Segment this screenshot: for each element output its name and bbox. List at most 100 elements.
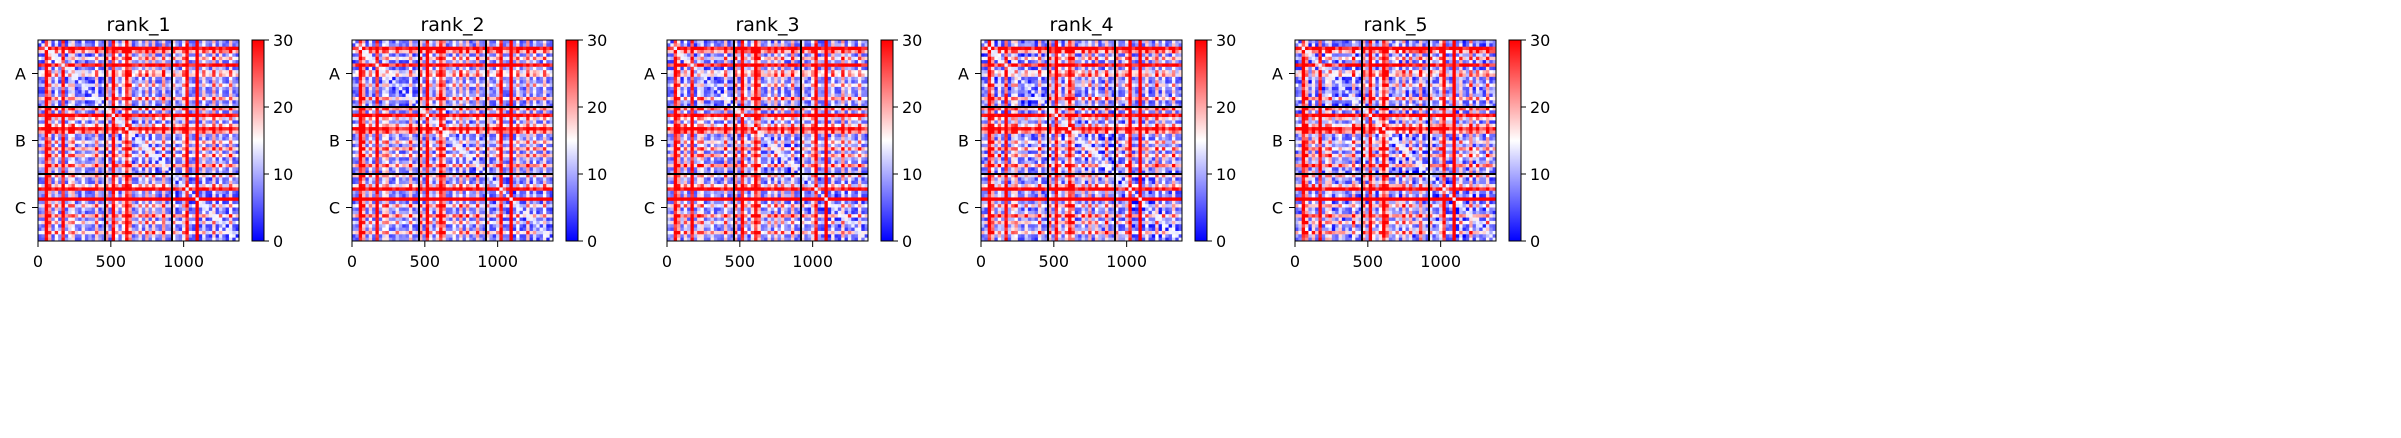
heatmap-cell — [202, 96, 206, 101]
heatmap-cell — [121, 60, 126, 64]
heatmap-cell — [482, 80, 487, 84]
heatmap-cell — [445, 103, 450, 108]
heatmap-cell — [98, 80, 103, 84]
heatmap-cell — [145, 184, 149, 188]
heatmap-cell — [111, 143, 116, 148]
heatmap-cell — [141, 86, 146, 91]
heatmap-cell — [48, 107, 52, 111]
heatmap-cell — [115, 127, 119, 131]
heatmap-cell — [151, 46, 156, 51]
heatmap-cell — [121, 86, 126, 91]
heatmap-cell — [145, 230, 149, 235]
heatmap-cell — [452, 60, 457, 64]
heatmap-cell — [452, 93, 457, 98]
heatmap-cell — [395, 70, 400, 74]
heatmap-cell — [148, 60, 153, 64]
heatmap-cell — [41, 93, 46, 98]
heatmap-cell — [195, 93, 200, 98]
heatmap-cell — [38, 204, 42, 208]
heatmap-cell — [509, 70, 514, 74]
heatmap-cell — [475, 56, 480, 61]
heatmap-cell — [101, 140, 106, 145]
heatmap-cell — [138, 110, 143, 115]
heatmap-cell — [182, 103, 186, 108]
heatmap-cell — [118, 86, 123, 91]
heatmap-cell — [212, 43, 216, 48]
heatmap-cell — [91, 224, 96, 228]
heatmap-cell — [522, 46, 527, 51]
heatmap-cell — [111, 214, 116, 218]
heatmap-cell — [91, 214, 96, 218]
heatmap-cell — [455, 86, 460, 91]
heatmap-cell — [475, 53, 480, 58]
heatmap-cell — [215, 207, 220, 212]
heatmap-cell — [365, 93, 370, 98]
heatmap-cell — [98, 237, 103, 242]
heatmap-cell — [472, 53, 477, 58]
heatmap-cell — [101, 230, 106, 235]
heatmap-cell — [141, 137, 146, 141]
heatmap-cell — [182, 160, 186, 165]
heatmap-cell — [165, 150, 170, 155]
heatmap-cell — [74, 237, 79, 242]
heatmap-cell — [151, 117, 156, 121]
heatmap-cell — [489, 100, 494, 105]
heatmap-cell — [125, 237, 129, 242]
heatmap-cell — [519, 70, 524, 74]
heatmap-cell — [84, 110, 89, 115]
heatmap-cell — [81, 227, 86, 232]
heatmap-cell — [105, 210, 109, 215]
heatmap-cell — [108, 133, 113, 138]
heatmap-cell — [71, 117, 76, 121]
heatmap-cell — [429, 93, 433, 98]
heatmap-cell — [48, 117, 52, 121]
heatmap-cell — [161, 160, 166, 165]
heatmap-cell — [78, 80, 82, 84]
heatmap-cell — [522, 90, 527, 94]
heatmap-cell — [101, 204, 106, 208]
heatmap-cell — [128, 210, 133, 215]
heatmap-cell — [118, 83, 123, 88]
heatmap-cell — [148, 207, 153, 212]
heatmap-cell — [158, 107, 163, 111]
heatmap-cell — [71, 197, 76, 202]
heatmap-cell — [131, 107, 136, 111]
heatmap-cell — [84, 167, 89, 172]
heatmap-cell — [198, 100, 203, 105]
heatmap-cell — [512, 96, 517, 101]
heatmap-cell — [94, 103, 99, 108]
heatmap-cell — [182, 227, 186, 232]
heatmap-cell — [222, 46, 226, 51]
heatmap-cell — [98, 150, 103, 155]
heatmap-cell — [84, 56, 89, 61]
heatmap-cell — [175, 46, 180, 51]
heatmap-cell — [81, 50, 86, 54]
colorbar-tick-label: 30 — [273, 31, 293, 50]
heatmap-cell — [398, 53, 403, 58]
heatmap-cell — [482, 103, 487, 108]
heatmap-cell — [408, 63, 413, 68]
heatmap-cell — [188, 113, 193, 118]
heatmap-cell — [402, 110, 406, 115]
heatmap-cell — [202, 177, 206, 182]
heatmap-cell — [111, 120, 116, 125]
heatmap-cell — [469, 107, 473, 111]
heatmap-cell — [208, 43, 213, 48]
heatmap-cell — [208, 140, 213, 145]
heatmap-cell — [175, 133, 180, 138]
heatmap-cell — [135, 230, 139, 235]
heatmap-cell — [439, 56, 443, 61]
heatmap-cell — [192, 133, 196, 138]
heatmap-cell — [215, 76, 220, 81]
heatmap-cell — [131, 120, 136, 125]
heatmap-cell — [522, 40, 527, 44]
heatmap-cell — [402, 70, 406, 74]
heatmap-cell — [429, 86, 433, 91]
heatmap-cell — [449, 53, 453, 58]
heatmap-cell — [58, 66, 62, 71]
heatmap-cell — [151, 73, 156, 78]
heatmap-cell — [178, 53, 183, 58]
heatmap-cell — [151, 60, 156, 64]
heatmap-cell — [91, 103, 96, 108]
heatmap-cell — [128, 147, 133, 151]
